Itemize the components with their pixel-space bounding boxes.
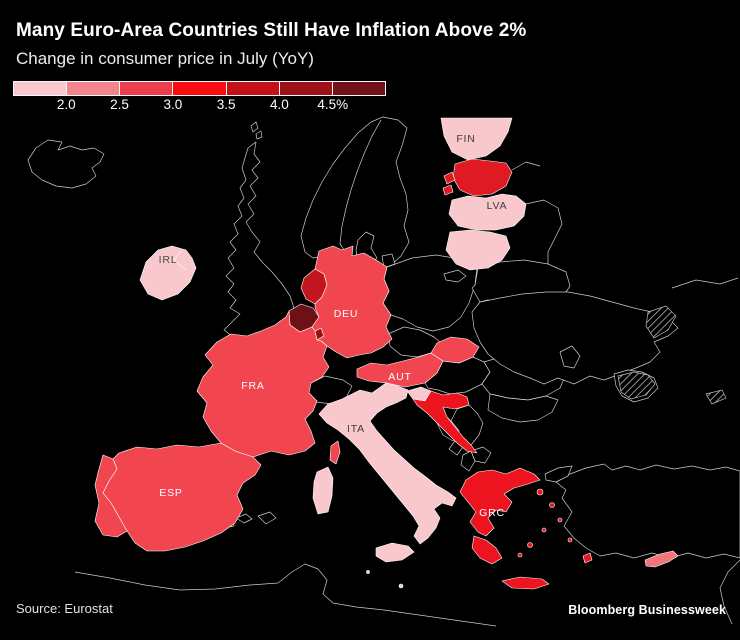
region-peloponnese — [471, 535, 503, 565]
map-label-aut: AUT — [388, 371, 411, 383]
country-lithuania — [445, 229, 511, 271]
legend-color-bar — [13, 81, 386, 96]
border-russia-east — [671, 277, 739, 289]
map-label-deu: DEU — [334, 308, 359, 320]
country-ireland — [139, 245, 197, 301]
map-label-esp: ESP — [159, 487, 182, 499]
country-finland — [440, 117, 513, 161]
country-austria — [356, 352, 444, 388]
country-moldova — [559, 345, 581, 369]
country-bulgaria — [487, 393, 559, 423]
publisher-credit: Bloomberg Businessweek — [568, 603, 726, 617]
source-note: Source: Eurostat — [16, 601, 113, 616]
map-label-lva: LVA — [487, 200, 508, 212]
legend-tick-4.5: 4.5% — [317, 97, 349, 112]
legend-tick-labels: 2.0 2.5 3.0 3.5 4.0 4.5% — [13, 97, 386, 115]
map-label-irl: IRL — [159, 254, 178, 266]
country-italy — [312, 382, 457, 574]
country-france — [196, 310, 341, 465]
country-uk — [221, 141, 295, 349]
country-slovakia — [430, 336, 480, 364]
country-cyprus — [644, 550, 679, 568]
country-turkey — [555, 463, 740, 559]
hatched-area-east-ukraine — [645, 305, 677, 339]
country-malta — [398, 583, 404, 589]
hatched-areas — [617, 305, 727, 405]
island-sardinia — [312, 466, 334, 515]
island-corsica — [329, 440, 341, 465]
legend-segment-6 — [279, 82, 333, 95]
island-pantelleria — [366, 570, 370, 574]
chart-subtitle: Change in consumer price in July (YoY) — [16, 49, 314, 68]
country-macedonia — [470, 446, 492, 464]
hatched-area-southeast — [705, 389, 727, 405]
country-estonia — [442, 158, 513, 197]
legend-tick-3.5: 3.5 — [216, 97, 236, 112]
country-greece — [459, 467, 593, 590]
legend-segment-1 — [14, 82, 68, 95]
country-iceland — [27, 139, 105, 189]
border-russia-baltic — [511, 161, 563, 264]
country-kaliningrad — [443, 269, 467, 283]
coast-levant — [719, 559, 740, 625]
legend-segment-5 — [226, 82, 280, 95]
island-rhodes — [582, 552, 593, 564]
legend-tick-2.5: 2.5 — [110, 97, 129, 112]
map-label-fra: FRA — [241, 380, 264, 392]
country-ukraine — [471, 291, 679, 385]
legend-segment-4 — [173, 82, 227, 95]
hatched-area-crimea — [617, 371, 656, 400]
region-scandinavia — [300, 116, 410, 272]
country-germany — [311, 245, 393, 359]
coast-north-africa — [74, 563, 497, 627]
colored-countries — [94, 117, 679, 590]
border-norway-sweden — [339, 119, 382, 257]
country-croatia — [412, 390, 478, 454]
country-latvia — [448, 193, 527, 231]
country-labels: FIN LVA IRL DEU FRA AUT ITA ESP GRC — [159, 133, 508, 519]
legend-tick-2.0: 2.0 — [56, 97, 76, 112]
country-turkey-thrace — [544, 465, 573, 483]
country-uk-shetland — [250, 121, 263, 140]
legend-tick-4.0: 4.0 — [270, 97, 289, 112]
map-label-ita: ITA — [347, 423, 365, 435]
island-crete — [501, 576, 550, 590]
country-portugal — [94, 454, 128, 538]
legend-tick-3.0: 3.0 — [163, 97, 183, 112]
legend-segment-3 — [120, 82, 174, 95]
chart-title: Many Euro-Area Countries Still Have Infl… — [16, 20, 527, 41]
map-label-grc: GRC — [479, 507, 505, 519]
legend-segment-7 — [332, 82, 385, 95]
border-northern-ireland — [173, 249, 187, 271]
island-sicily — [375, 542, 415, 563]
legend-segment-2 — [67, 82, 121, 95]
map-label-fin: FIN — [456, 133, 475, 145]
